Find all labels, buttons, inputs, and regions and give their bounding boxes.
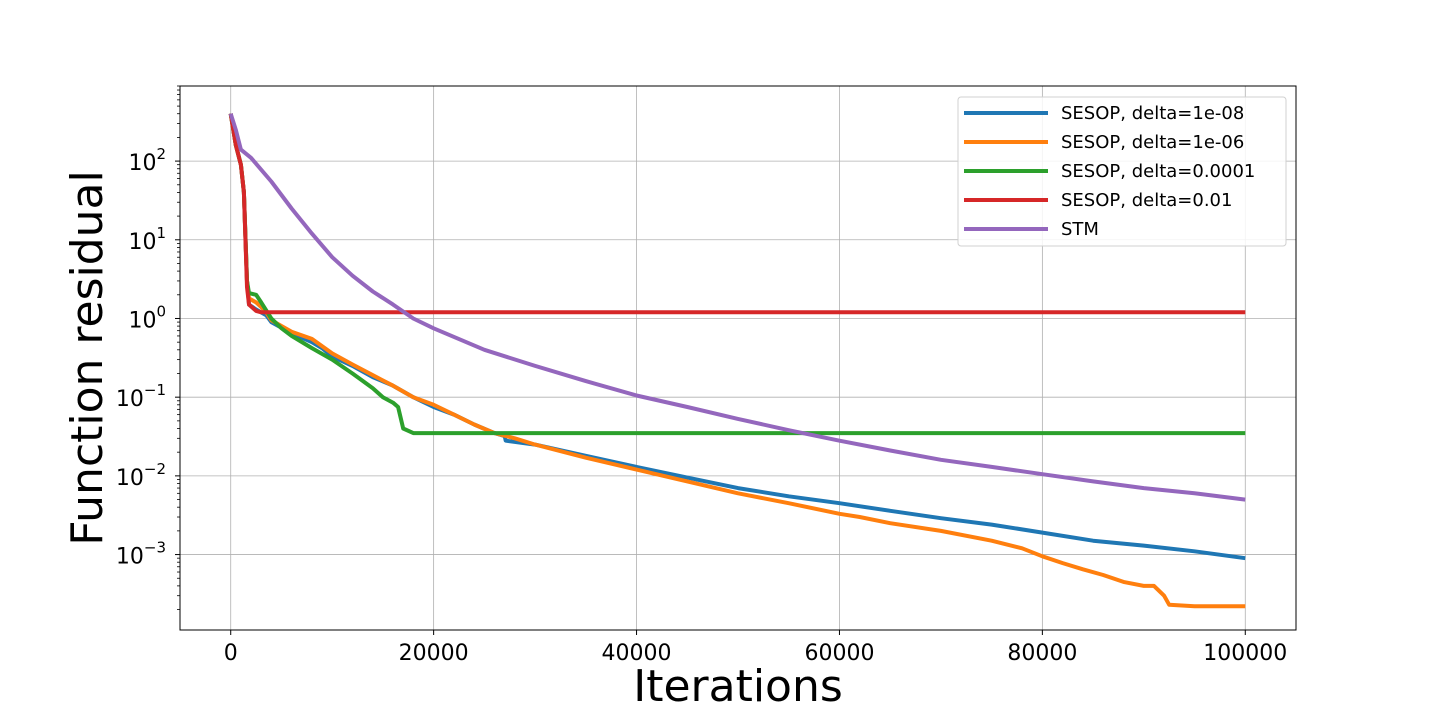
legend-frame xyxy=(957,96,1287,247)
legend-entry: SESOP, delta=0.01 xyxy=(1061,190,1232,211)
y-tick-label: 10−2 xyxy=(116,460,166,491)
y-axis-label: Function residual xyxy=(62,170,113,545)
x-tick-label: 0 xyxy=(224,641,238,666)
x-tick-label: 100000 xyxy=(1203,641,1287,666)
y-tick-label: 102 xyxy=(128,145,166,176)
axis-ticks: 0 20000 40000 60000 80000 100000 10−3 10−2 10−1 1… xyxy=(116,85,1287,666)
legend-entry: STM xyxy=(1061,219,1099,240)
x-axis-label: Iterations xyxy=(633,661,843,712)
x-tick-label: 40000 xyxy=(602,641,672,666)
legend: SESOP, delta=1e-08 SESOP, delta=1e-06 SESO… xyxy=(957,96,1287,247)
y-tick-label: 100 xyxy=(128,302,166,333)
x-tick-label: 60000 xyxy=(804,641,874,666)
plot-frame xyxy=(179,85,1297,631)
x-tick-label: 80000 xyxy=(1007,641,1077,666)
series-line-4 xyxy=(228,113,1246,502)
plot-series xyxy=(228,113,1246,609)
series-line-3 xyxy=(228,113,1246,315)
legend-entry: SESOP, delta=1e-06 xyxy=(1061,132,1244,153)
y-tick-label: 101 xyxy=(128,224,166,255)
legend-entry: SESOP, delta=0.0001 xyxy=(1061,161,1255,182)
legend-entry: SESOP, delta=1e-08 xyxy=(1061,103,1244,124)
y-tick-label: 10−3 xyxy=(116,539,166,570)
y-tick-label: 10−1 xyxy=(116,381,166,412)
x-tick-label: 20000 xyxy=(399,641,469,666)
